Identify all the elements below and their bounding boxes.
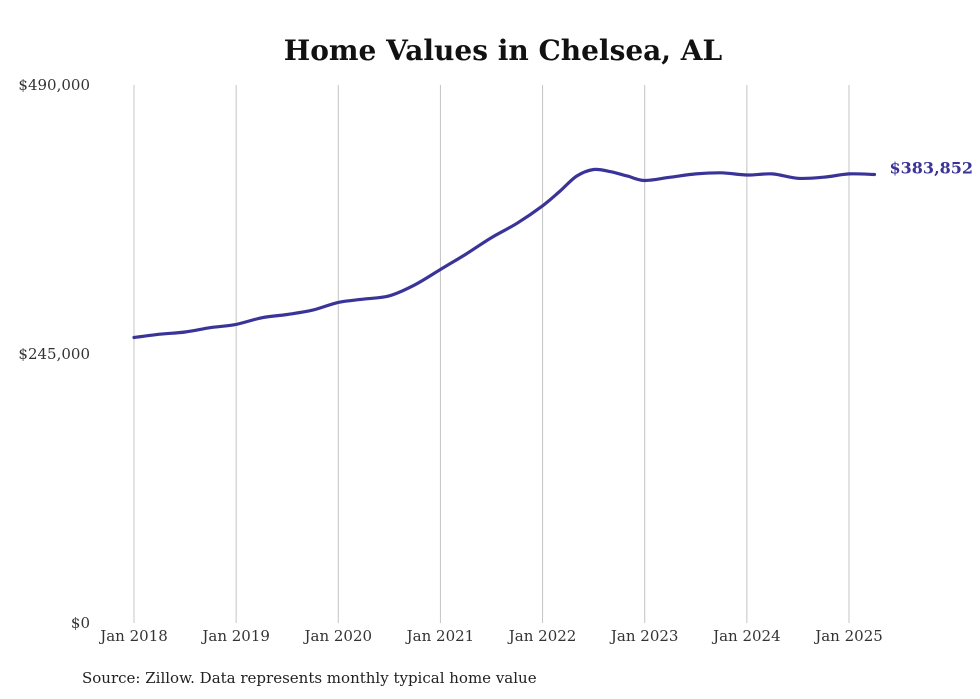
x-tick-label: Jan 2025 (813, 627, 883, 645)
x-tick-label: Jan 2023 (609, 627, 679, 645)
x-tick-label: Jan 2024 (711, 627, 781, 645)
end-value-label: $383,852 (890, 158, 974, 177)
x-tick-label: Jan 2019 (200, 627, 270, 645)
x-tick-label: Jan 2021 (405, 627, 475, 645)
x-axis-ticks: Jan 2018 Jan 2019 Jan 2020 Jan 2021 Jan 2022… (98, 627, 883, 645)
source-note: Source: Zillow. Data represents monthly … (82, 669, 537, 687)
gridlines (133, 85, 850, 623)
y-tick-label: $245,000 (18, 345, 90, 363)
x-tick-label: Jan 2022 (507, 627, 577, 645)
x-tick-label: Jan 2020 (303, 627, 373, 645)
y-tick-label: $490,000 (18, 76, 90, 94)
y-tick-label: $0 (71, 614, 90, 632)
chart-title: Home Values in Chelsea, AL (284, 34, 723, 67)
x-tick-label: Jan 2018 (98, 627, 168, 645)
series-line-home-value (132, 167, 877, 340)
y-axis-ticks: $0 $245,000 $490,000 (18, 76, 90, 632)
